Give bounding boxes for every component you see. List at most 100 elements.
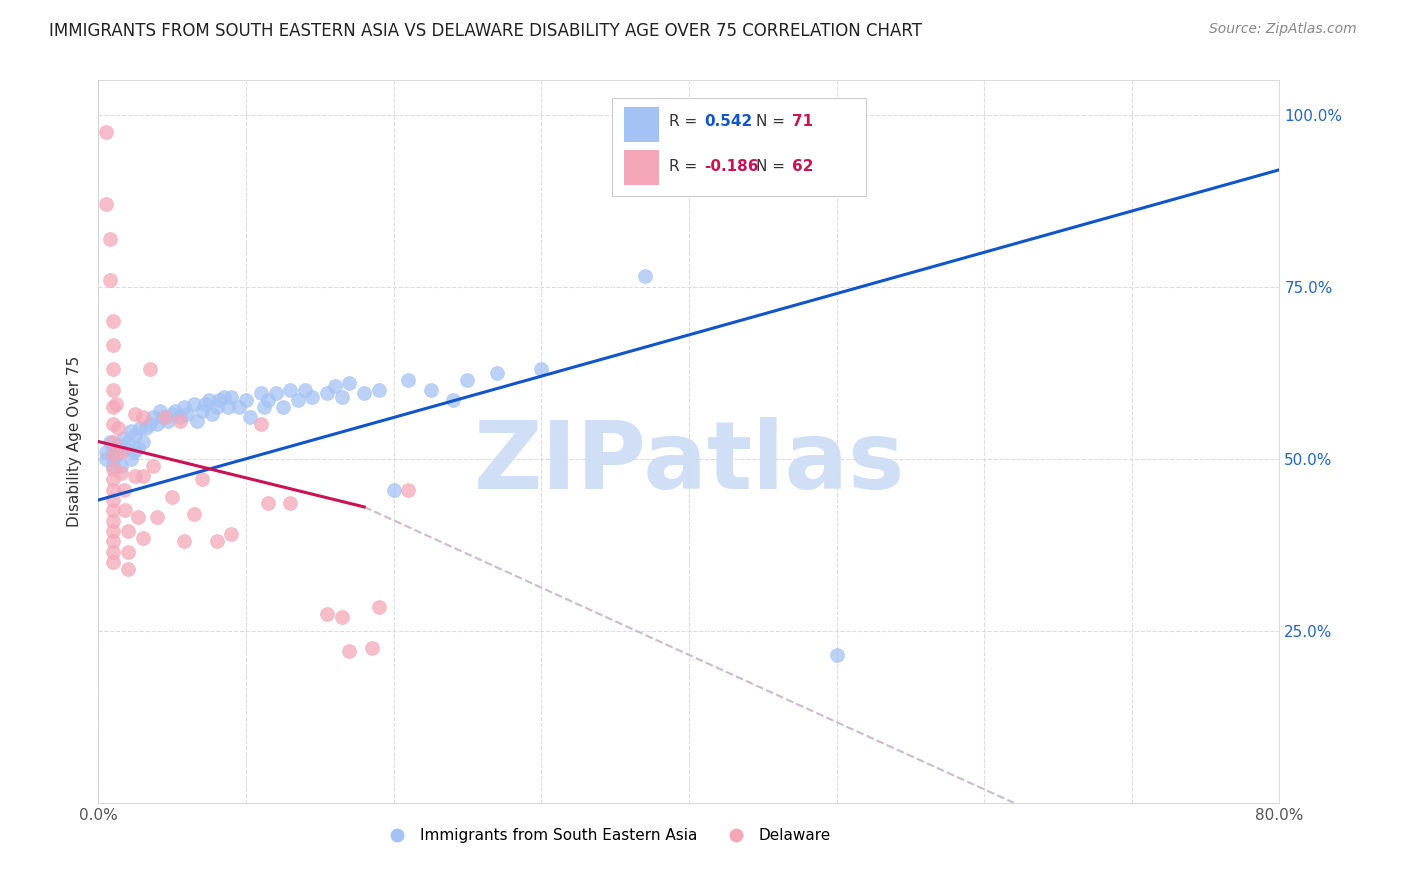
Point bbox=[280, 496, 302, 510]
Point bbox=[103, 383, 125, 397]
Point bbox=[441, 393, 464, 408]
Point bbox=[162, 407, 183, 421]
Point bbox=[398, 483, 420, 497]
Point bbox=[173, 534, 195, 549]
Point bbox=[205, 400, 228, 414]
Text: ZIPatlas: ZIPatlas bbox=[474, 417, 904, 509]
Point bbox=[183, 507, 205, 521]
Point bbox=[132, 531, 155, 545]
Point bbox=[353, 386, 375, 401]
Point bbox=[146, 417, 169, 432]
Point bbox=[208, 393, 231, 408]
Point bbox=[149, 403, 172, 417]
Point bbox=[103, 483, 125, 497]
Point bbox=[135, 421, 157, 435]
Point bbox=[825, 648, 848, 662]
Point bbox=[105, 448, 128, 462]
Point bbox=[103, 362, 125, 376]
Point bbox=[103, 514, 125, 528]
Point bbox=[457, 373, 479, 387]
Text: Source: ZipAtlas.com: Source: ZipAtlas.com bbox=[1209, 22, 1357, 37]
Text: IMMIGRANTS FROM SOUTH EASTERN ASIA VS DELAWARE DISABILITY AGE OVER 75 CORRELATIO: IMMIGRANTS FROM SOUTH EASTERN ASIA VS DE… bbox=[49, 22, 922, 40]
Point bbox=[103, 493, 125, 508]
Point bbox=[176, 407, 198, 421]
Point bbox=[94, 451, 117, 466]
Text: 71: 71 bbox=[792, 114, 813, 129]
Point bbox=[782, 138, 804, 153]
Point bbox=[186, 414, 208, 428]
Point bbox=[301, 390, 323, 404]
Point bbox=[142, 410, 165, 425]
Point bbox=[294, 383, 316, 397]
Point bbox=[235, 393, 257, 408]
Point bbox=[191, 472, 214, 486]
Point bbox=[280, 383, 302, 397]
Point bbox=[221, 527, 243, 541]
Point bbox=[330, 390, 353, 404]
Point bbox=[124, 469, 146, 483]
Text: R =: R = bbox=[669, 160, 702, 175]
Point bbox=[98, 434, 121, 449]
Point bbox=[194, 397, 217, 411]
Point bbox=[124, 427, 146, 442]
Point bbox=[264, 386, 287, 401]
Point bbox=[103, 314, 125, 328]
Point bbox=[98, 231, 121, 245]
Bar bbox=[624, 107, 659, 142]
Point bbox=[212, 390, 235, 404]
Point bbox=[239, 410, 262, 425]
Point bbox=[198, 393, 221, 408]
Point bbox=[117, 562, 139, 576]
Point bbox=[271, 400, 294, 414]
Point bbox=[165, 403, 187, 417]
Point bbox=[419, 383, 441, 397]
Point bbox=[110, 466, 132, 480]
Point bbox=[139, 417, 162, 432]
Point bbox=[139, 362, 162, 376]
Point bbox=[107, 438, 129, 452]
Point bbox=[339, 644, 361, 658]
Point bbox=[257, 393, 280, 408]
Point bbox=[117, 524, 139, 538]
Point bbox=[117, 544, 139, 558]
Point bbox=[107, 421, 129, 435]
Point bbox=[169, 410, 191, 425]
Point bbox=[94, 125, 117, 139]
Point bbox=[103, 338, 125, 352]
Point bbox=[382, 483, 405, 497]
Point bbox=[339, 376, 361, 390]
Legend: Immigrants from South Eastern Asia, Delaware: Immigrants from South Eastern Asia, Dela… bbox=[375, 822, 837, 849]
Point bbox=[173, 400, 195, 414]
Point bbox=[132, 469, 155, 483]
Point bbox=[183, 397, 205, 411]
Point bbox=[257, 496, 280, 510]
Point bbox=[250, 386, 273, 401]
Point bbox=[169, 414, 191, 428]
Text: N =: N = bbox=[756, 160, 790, 175]
Point bbox=[634, 269, 657, 284]
Point bbox=[124, 407, 146, 421]
Point bbox=[250, 417, 273, 432]
Text: R =: R = bbox=[669, 114, 702, 129]
Point bbox=[122, 445, 145, 459]
Point bbox=[217, 400, 239, 414]
Point bbox=[120, 451, 142, 466]
Point bbox=[103, 462, 125, 476]
Point bbox=[530, 362, 553, 376]
Point bbox=[132, 410, 155, 425]
Point bbox=[316, 607, 339, 621]
Point bbox=[153, 410, 176, 425]
Point bbox=[105, 397, 128, 411]
Point bbox=[103, 534, 125, 549]
Point bbox=[142, 458, 165, 473]
Point bbox=[287, 393, 309, 408]
Point bbox=[398, 373, 420, 387]
Point bbox=[330, 610, 353, 624]
Point bbox=[103, 458, 125, 473]
Point bbox=[323, 379, 346, 393]
Point bbox=[103, 524, 125, 538]
Point bbox=[127, 510, 149, 524]
Point bbox=[228, 400, 250, 414]
Point bbox=[316, 386, 339, 401]
Point bbox=[152, 410, 174, 425]
